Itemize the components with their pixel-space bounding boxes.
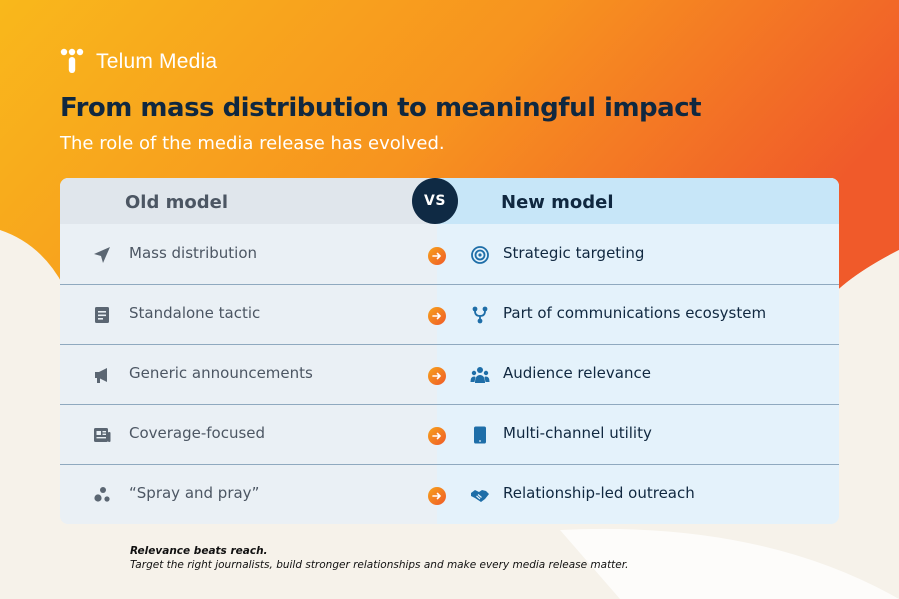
megaphone-icon <box>95 368 107 383</box>
comparison-table: Old model New model VS Mass distribution… <box>60 178 839 524</box>
scatter-dots-icon <box>94 487 110 502</box>
new-model-item: Audience relevance <box>503 364 651 382</box>
comparison-row: Standalone tactic Part of communications… <box>60 284 839 345</box>
telum-logo-icon <box>60 48 84 73</box>
old-model-item: “Spray and pray” <box>129 484 260 502</box>
old-model-column <box>60 178 437 524</box>
handshake-icon <box>471 490 489 502</box>
newspaper-icon <box>94 428 111 442</box>
vs-badge: VS <box>412 178 458 224</box>
arrow-right-icon <box>428 247 446 265</box>
new-model-item: Strategic targeting <box>503 244 645 262</box>
new-model-label: New model <box>501 192 614 213</box>
tablet-icon <box>474 426 486 444</box>
network-icon <box>472 306 488 324</box>
footnote-body: Target the right journalists, build stro… <box>130 559 629 571</box>
arrow-right-icon <box>428 427 446 445</box>
target-icon <box>471 246 489 264</box>
new-model-column <box>437 178 839 524</box>
old-model-item: Coverage-focused <box>129 424 266 442</box>
footnote: Relevance beats reach. Target the right … <box>130 544 628 572</box>
old-model-item: Mass distribution <box>129 244 258 262</box>
comparison-row: Mass distribution Strategic targeting <box>60 224 839 285</box>
page-title: From mass distribution to meaningful imp… <box>60 93 702 123</box>
paper-plane-icon <box>94 247 110 263</box>
page-subtitle: The role of the media release has evolve… <box>60 133 445 154</box>
old-model-label: Old model <box>125 192 229 213</box>
old-model-item: Generic announcements <box>129 364 313 382</box>
old-model-item: Standalone tactic <box>129 304 261 322</box>
arrow-right-icon <box>428 367 446 385</box>
document-icon <box>95 307 109 323</box>
old-model-header <box>60 178 437 224</box>
comparison-row: Coverage-focused Multi-channel utility <box>60 404 839 465</box>
new-model-header <box>437 178 839 224</box>
arrow-right-icon <box>428 307 446 325</box>
new-model-item: Relationship-led outreach <box>503 484 695 502</box>
comparison-row: Generic announcements Audience relevance <box>60 344 839 405</box>
brand-name: Telum Media <box>96 50 218 73</box>
arrow-right-icon <box>428 487 446 505</box>
audience-icon <box>470 367 490 383</box>
new-model-item: Part of communications ecosystem <box>503 304 767 322</box>
brand-logo[interactable]: Telum Media <box>60 48 217 76</box>
comparison-row: “Spray and pray” Relationship-led outrea… <box>60 464 839 524</box>
footnote-lead: Relevance beats reach. <box>130 545 268 557</box>
new-model-item: Multi-channel utility <box>503 424 652 442</box>
